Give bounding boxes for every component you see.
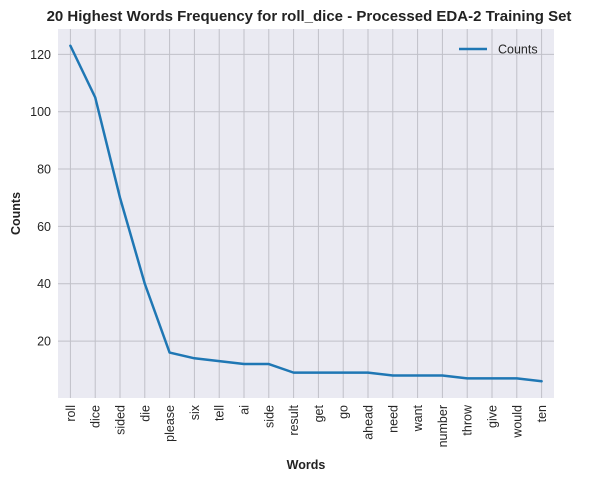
x-axis-label: Words	[287, 458, 326, 472]
x-tick-label: tell	[213, 405, 227, 421]
x-tick-label: sided	[114, 405, 128, 435]
chart-title: 20 Highest Words Frequency for roll_dice…	[47, 8, 572, 25]
x-tick-label: ahead	[362, 405, 376, 440]
x-tick-label: six	[188, 404, 202, 420]
x-tick-label: please	[163, 405, 177, 442]
x-tick-label: throw	[461, 404, 475, 436]
x-tick-label: number	[436, 405, 450, 447]
x-tick-label: want	[411, 404, 425, 432]
x-tick-label: die	[138, 405, 152, 422]
y-tick-label: 20	[37, 335, 51, 349]
x-tick-label: get	[312, 404, 326, 422]
y-tick-label: 60	[37, 220, 51, 234]
x-tick-label: roll	[64, 405, 78, 422]
x-tick-label: result	[287, 404, 301, 435]
y-axis-label: Counts	[9, 192, 23, 235]
plot-area	[58, 29, 554, 398]
series-line	[69, 44, 543, 383]
x-axis-ticks: roll dice sided die please six tell ai side resul…	[64, 404, 549, 447]
x-tick-label: would	[510, 405, 524, 439]
x-tick-label: need	[386, 405, 400, 433]
series-layer	[69, 44, 543, 383]
y-tick-label: 120	[30, 48, 51, 62]
x-tick-label: give	[486, 405, 500, 428]
legend: Counts	[459, 43, 538, 57]
x-tick-label: ai	[238, 405, 252, 415]
legend-label: Counts	[498, 43, 538, 57]
x-tick-label: side	[262, 405, 276, 428]
y-tick-label: 40	[37, 277, 51, 291]
y-tick-label: 80	[37, 163, 51, 177]
x-tick-label: dice	[89, 405, 103, 428]
y-axis-ticks: 20 40 60 80 100 120	[30, 48, 51, 349]
y-tick-label: 100	[30, 105, 51, 119]
x-tick-label: go	[337, 405, 351, 419]
x-tick-label: ten	[535, 405, 549, 422]
grid-lines	[58, 29, 554, 398]
